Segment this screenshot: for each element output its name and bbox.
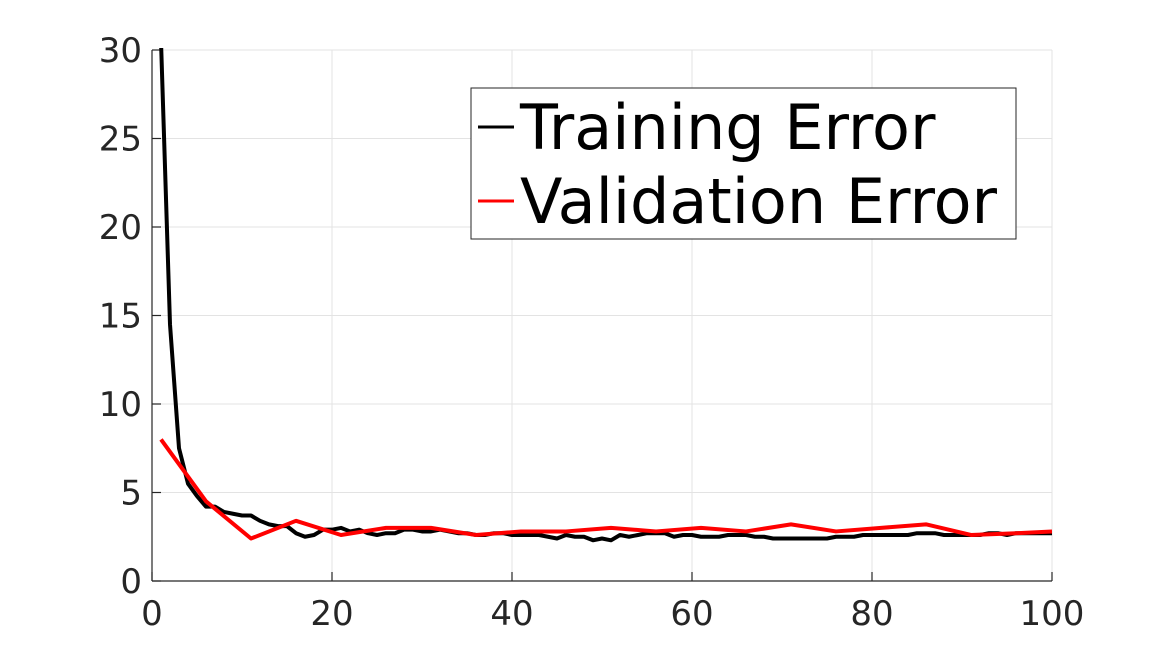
- ticks: 0 20 40 60 80 100 0 5 10 15 20 25 30: [99, 31, 1085, 634]
- legend-label-training: Training Error: [519, 91, 936, 164]
- y-tick-label-20: 20: [99, 208, 142, 248]
- y-tick-label-25: 25: [99, 120, 142, 160]
- x-tick-label-40: 40: [490, 594, 533, 634]
- legend-box: [470, 87, 1017, 240]
- legend-label-validation: Validation Error: [520, 165, 997, 238]
- x-tick-label-0: 0: [141, 594, 163, 634]
- y-tick-label-30: 30: [99, 31, 142, 71]
- legend: Training Error Validation Error: [470, 87, 1017, 240]
- x-tick-label-80: 80: [850, 594, 893, 634]
- series-line-training-error: [159, 48, 1052, 543]
- series-group: [159, 48, 1052, 543]
- y-tick-label-5: 5: [120, 474, 142, 514]
- y-tick-label-10: 10: [99, 385, 142, 425]
- x-tick-label-100: 100: [1020, 594, 1085, 634]
- x-tick-label-20: 20: [310, 594, 353, 634]
- y-tick-label-0: 0: [120, 562, 142, 602]
- x-tick-label-60: 60: [670, 594, 713, 634]
- series-line-validation-error: [159, 438, 1052, 541]
- y-tick-label-15: 15: [99, 297, 142, 337]
